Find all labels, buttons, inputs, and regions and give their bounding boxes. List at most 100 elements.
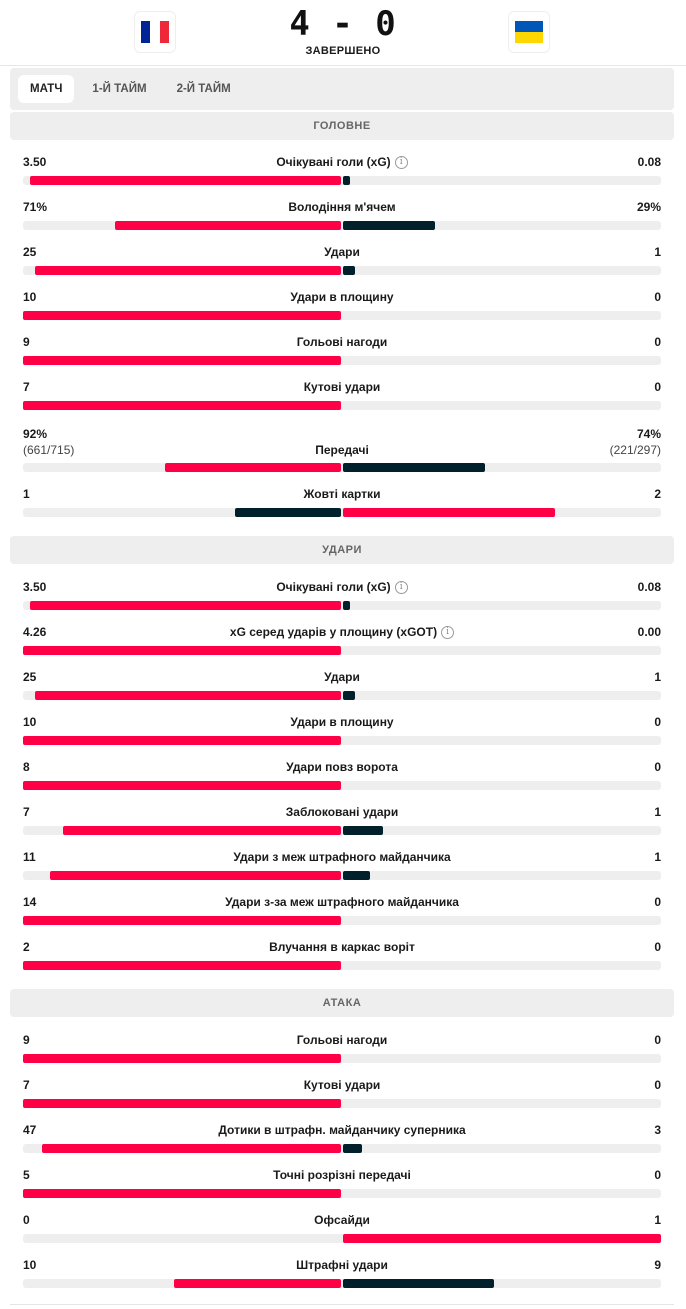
stat-label: Гольові нагоди <box>23 1033 661 1047</box>
home-value: 5 <box>23 1168 30 1182</box>
away-bar <box>343 1144 363 1153</box>
ukraine-flag-icon <box>515 21 543 43</box>
stat-label-text: xG серед ударів у площину (xGOT) <box>229 625 438 639</box>
home-value: 11 <box>23 850 36 864</box>
home-team-flag[interactable] <box>134 11 176 53</box>
stat-label-text: Гольові нагоди <box>296 1033 388 1047</box>
stat-row: 9 Гольові нагоди 0 <box>23 335 661 375</box>
home-bar <box>23 781 341 790</box>
home-bar <box>23 401 341 410</box>
match-header: 4 - 0 ЗАВЕРШЕНО <box>0 0 686 66</box>
home-value: 2 <box>23 940 30 954</box>
home-bar <box>115 221 341 230</box>
stat-bar-track <box>23 176 661 185</box>
stat-row: 10 Удари в площину 0 <box>23 290 661 330</box>
away-value: 1 <box>654 850 661 864</box>
stat-label: Влучання в каркас воріт <box>23 940 661 954</box>
period-tabs: МАТЧ 1-Й ТАЙМ 2-Й ТАЙМ <box>10 68 674 110</box>
away-bar <box>343 1279 494 1288</box>
stat-bar-track <box>23 646 661 655</box>
away-value: 0 <box>654 1033 661 1047</box>
info-icon[interactable]: i <box>394 156 408 170</box>
stat-bar-track <box>23 221 661 230</box>
home-bar <box>62 826 341 835</box>
away-value: 0 <box>654 895 661 909</box>
home-bar <box>30 601 341 610</box>
away-value: 74% <box>636 427 661 441</box>
stat-row: 25 Удари 1 <box>23 245 661 285</box>
home-bar <box>23 736 341 745</box>
home-bar <box>35 691 341 700</box>
away-value: 9 <box>654 1258 661 1272</box>
stat-bar-track <box>23 736 661 745</box>
away-value: 1 <box>654 1213 661 1227</box>
stat-label: xG серед ударів у площину (xGOT) i <box>23 625 661 640</box>
away-bar <box>343 691 356 700</box>
stat-bar-track <box>23 1189 661 1198</box>
away-value: 0 <box>654 290 661 304</box>
away-bar <box>343 871 370 880</box>
stat-label-text: Удари <box>324 245 360 259</box>
home-value: 14 <box>23 895 37 909</box>
home-value: 3.50 <box>23 580 47 594</box>
away-team-flag[interactable] <box>508 11 550 53</box>
info-icon[interactable]: i <box>441 626 455 640</box>
tab-first-half[interactable]: 1-Й ТАЙМ <box>92 83 147 95</box>
away-bar <box>343 266 356 275</box>
stat-label: Дотики в штрафн. майданчику суперника <box>23 1123 661 1137</box>
home-value: 7 <box>23 1078 30 1092</box>
away-value: 0 <box>654 335 661 349</box>
stat-label-text: Влучання в каркас воріт <box>269 940 415 954</box>
stat-label: Заблоковані удари <box>23 805 661 819</box>
away-value: 0.00 <box>637 625 661 639</box>
stat-row: 4.26 xG серед ударів у площину (xGOT) i 0.0… <box>23 625 661 665</box>
stat-label-text: Офсайди <box>314 1213 370 1227</box>
section-header: АТАКА <box>10 989 674 1017</box>
tab-match[interactable]: МАТЧ <box>18 75 75 103</box>
home-value: 7 <box>23 380 30 394</box>
home-value: 10 <box>23 1258 37 1272</box>
info-icon[interactable]: i <box>394 581 408 595</box>
stat-label-text: Удари з-за меж штрафного майданчика <box>225 895 459 909</box>
stat-bar-track <box>23 601 661 610</box>
stat-row: 3.50 Очікувані голи (xG) i 0.08 <box>23 580 661 620</box>
stat-bar-track <box>23 1054 661 1063</box>
stat-bar-track <box>23 871 661 880</box>
stat-label-text: Гольові нагоди <box>296 335 388 349</box>
home-value: 3.50 <box>23 155 47 169</box>
tab-second-half[interactable]: 2-Й ТАЙМ <box>176 83 231 95</box>
away-value: 3 <box>654 1123 661 1137</box>
home-value: 7 <box>23 805 30 819</box>
stat-row: 47 Дотики в штрафн. майданчику суперника 3 <box>23 1123 661 1163</box>
stat-label-text: Точні розрізні передачі <box>273 1168 411 1182</box>
stat-label: Удари повз ворота <box>23 760 661 774</box>
away-value: 0 <box>654 760 661 774</box>
away-value: 0 <box>654 1078 661 1092</box>
home-value: 71% <box>23 200 48 214</box>
match-status: ЗАВЕРШЕНО <box>305 45 381 57</box>
away-bar <box>343 176 351 185</box>
stat-bar-track <box>23 691 661 700</box>
stat-label: Очікувані голи (xG) i <box>23 580 661 595</box>
stat-label: Штрафні удари <box>23 1258 661 1272</box>
section-header: УДАРИ <box>10 536 674 564</box>
stat-label-text: Очікувані голи (xG) <box>276 580 391 594</box>
home-bar <box>173 1279 341 1288</box>
divider <box>10 1304 674 1305</box>
stat-label-text: Штрафні удари <box>296 1258 388 1272</box>
section-header: ГОЛОВНЕ <box>10 112 674 140</box>
home-bar <box>23 646 341 655</box>
home-value: 10 <box>23 715 37 729</box>
stat-row: 7 Кутові удари 0 <box>23 380 661 420</box>
stat-row: 7 Кутові удари 0 <box>23 1078 661 1118</box>
home-bar <box>235 508 341 517</box>
home-value: 92% <box>23 427 48 441</box>
home-bar <box>35 266 341 275</box>
home-value: 8 <box>23 760 30 774</box>
away-value: 1 <box>654 670 661 684</box>
stat-row: 0 Офсайди 1 <box>23 1213 661 1253</box>
stat-bar-track <box>23 508 661 517</box>
away-bar <box>343 463 485 472</box>
home-value: 10 <box>23 290 37 304</box>
home-value: 9 <box>23 335 30 349</box>
